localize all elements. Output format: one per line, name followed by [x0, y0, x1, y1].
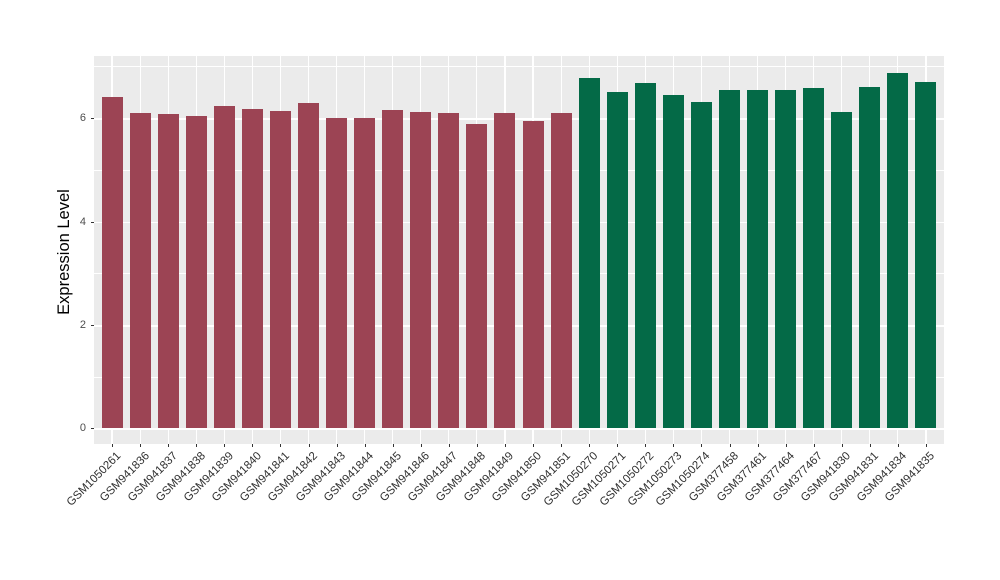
x-tick-mark — [841, 444, 843, 447]
bar — [354, 118, 376, 429]
bar — [157, 113, 179, 429]
bar — [719, 89, 740, 429]
bar — [775, 90, 797, 429]
major-gridline — [94, 325, 944, 327]
y-tick-mark — [90, 325, 94, 326]
bar — [662, 94, 684, 429]
x-tick-mark — [897, 444, 899, 447]
x-tick-mark — [533, 444, 535, 447]
x-tick-mark — [364, 444, 366, 447]
bar — [803, 88, 825, 429]
y-tick-label: 2 — [79, 319, 86, 331]
x-tick-mark — [140, 444, 142, 447]
bar — [466, 123, 488, 429]
major-gridline — [94, 428, 944, 431]
x-tick-mark — [504, 444, 506, 447]
x-tick-mark — [925, 444, 927, 447]
x-tick-mark — [448, 444, 450, 447]
bar — [747, 89, 769, 429]
bar — [410, 112, 432, 429]
minor-gridline — [94, 66, 944, 68]
x-tick-mark — [112, 444, 114, 447]
x-tick-mark — [729, 444, 731, 447]
x-tick-mark — [757, 444, 759, 447]
x-tick-mark — [701, 444, 703, 447]
x-tick-mark — [168, 444, 170, 447]
y-tick-mark — [90, 221, 94, 223]
bar — [550, 113, 572, 429]
bar — [494, 113, 516, 429]
bar — [578, 77, 600, 429]
y-tick-label: 4 — [79, 215, 86, 228]
bar — [326, 118, 348, 429]
bar — [831, 112, 853, 429]
x-tick-mark — [476, 444, 478, 447]
bar — [690, 102, 712, 429]
x-tick-mark — [336, 444, 338, 447]
bar — [634, 82, 656, 429]
x-tick-mark — [308, 444, 310, 447]
bar — [915, 81, 937, 429]
minor-gridline — [94, 273, 944, 275]
major-gridline — [94, 118, 944, 120]
x-tick-mark — [420, 444, 422, 447]
x-tick-mark — [813, 444, 815, 447]
bar — [241, 108, 263, 429]
x-tick-mark — [224, 444, 226, 447]
x-tick-mark — [196, 444, 198, 447]
x-tick-mark — [252, 444, 254, 447]
x-tick-mark — [785, 444, 787, 447]
x-tick-mark — [617, 444, 619, 447]
x-tick-mark — [645, 444, 647, 447]
y-tick-label: 6 — [79, 112, 86, 125]
x-tick-mark — [589, 444, 591, 447]
y-tick-mark — [90, 428, 94, 430]
bar — [101, 96, 123, 429]
minor-gridline — [94, 376, 944, 378]
bar — [438, 113, 460, 429]
x-tick-mark — [280, 444, 282, 447]
y-tick-label: 0 — [79, 422, 86, 435]
bar — [129, 112, 151, 429]
bar — [887, 73, 909, 429]
plot-panel — [94, 56, 944, 444]
y-tick-mark — [90, 118, 94, 120]
bar — [185, 116, 207, 429]
x-tick-mark — [392, 444, 394, 447]
x-tick-mark — [869, 444, 871, 447]
bar — [606, 91, 628, 429]
bar — [213, 106, 235, 429]
bar — [522, 120, 544, 429]
bar — [269, 110, 291, 429]
x-tick-mark — [673, 444, 675, 447]
minor-gridline — [94, 169, 944, 171]
bar — [382, 110, 404, 429]
bar — [859, 86, 881, 429]
major-gridline — [94, 221, 944, 224]
x-tick-mark — [561, 444, 563, 447]
bar — [298, 102, 319, 429]
